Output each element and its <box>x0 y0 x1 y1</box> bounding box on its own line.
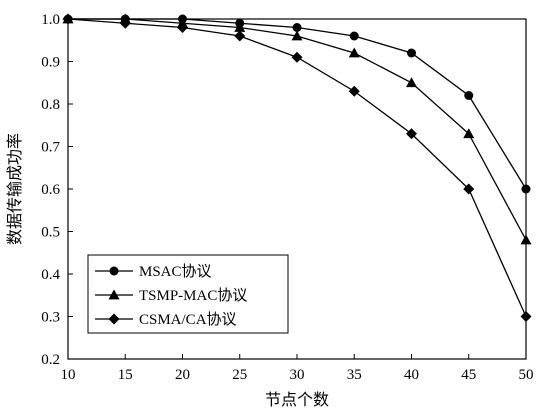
triangle-marker <box>348 47 360 58</box>
x-tick-label: 50 <box>519 367 534 383</box>
circle-marker <box>109 266 119 276</box>
triangle-marker <box>234 22 246 32</box>
legend-item: TSMP-MAC协议 <box>95 287 247 304</box>
y-tick-label: 0.7 <box>41 140 60 156</box>
legend-label: CSMA/CA协议 <box>139 311 237 328</box>
y-tick-label: 1.0 <box>41 12 60 28</box>
x-tick-label: 30 <box>290 367 305 383</box>
y-tick-label: 0.8 <box>41 97 60 113</box>
diamond-marker <box>520 311 532 322</box>
series-line <box>68 18 527 190</box>
diamond-marker <box>291 51 303 63</box>
y-axis-ticks: 0.2 0.3 0.4 0.5 0.6 0.7 0.8 0.9 1.0 <box>41 12 73 368</box>
diamond-marker <box>62 13 74 25</box>
x-tick-label: 25 <box>232 367 247 383</box>
diamond-marker <box>348 85 360 97</box>
legend-box <box>87 254 289 334</box>
y-tick-label: 0.4 <box>41 267 60 283</box>
y-tick-label: 0.9 <box>41 55 60 71</box>
diamond-marker <box>406 128 417 140</box>
series-layer <box>62 13 532 322</box>
legend-label: MSAC协议 <box>139 263 212 280</box>
series-1 <box>63 14 531 194</box>
x-tick-label: 40 <box>404 367 419 383</box>
triangle-marker <box>108 289 120 300</box>
legend-label: TSMP-MAC协议 <box>139 287 247 304</box>
circle-marker <box>521 184 531 194</box>
x-axis-title: 节点个数 <box>265 390 329 409</box>
diamond-marker <box>108 313 120 325</box>
triangle-marker <box>406 77 417 88</box>
x-tick-label: 15 <box>118 367 133 383</box>
circle-marker <box>464 91 474 100</box>
legend-item: CSMA/CA协议 <box>95 311 237 328</box>
series-3 <box>62 13 532 322</box>
legend-item: MSAC协议 <box>95 263 212 280</box>
y-tick-label: 0.5 <box>41 225 60 241</box>
diamond-marker <box>177 22 188 33</box>
circle-marker <box>292 23 302 32</box>
series-2 <box>62 13 532 245</box>
x-axis-ticks: 10 15 20 25 30 35 40 45 50 <box>61 354 534 383</box>
diamond-marker <box>234 30 246 42</box>
x-tick-label: 45 <box>461 367 476 383</box>
triangle-marker <box>291 30 303 41</box>
legend: MSAC协议 TSMP-MAC协议 CSMA/CA协议 <box>87 254 289 334</box>
y-tick-label: 0.2 <box>41 352 60 368</box>
x-tick-label: 20 <box>175 367 190 383</box>
x-tick-label: 35 <box>347 367 362 383</box>
triangle-marker <box>463 128 475 139</box>
diamond-marker <box>119 17 131 29</box>
circle-marker <box>349 31 359 41</box>
diamond-marker <box>463 183 475 195</box>
y-axis-title: 数据传输成功率 <box>5 133 24 245</box>
triangle-marker <box>520 234 532 245</box>
x-tick-label: 10 <box>61 367 76 383</box>
y-tick-label: 0.6 <box>41 182 60 198</box>
y-tick-label: 0.3 <box>41 310 60 326</box>
circle-marker <box>407 48 416 58</box>
